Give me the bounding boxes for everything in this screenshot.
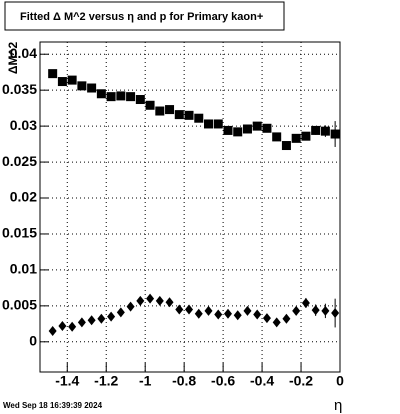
y-tick-label: 0.02	[10, 189, 37, 205]
x-tick-label: -0.4	[250, 373, 274, 389]
marker	[58, 320, 67, 331]
marker	[185, 304, 194, 315]
y-tick-label: 0.04	[10, 45, 37, 61]
marker	[214, 309, 223, 320]
marker	[184, 110, 194, 120]
marker	[262, 123, 272, 133]
marker	[272, 132, 282, 142]
x-tick-label: -0.8	[172, 373, 196, 389]
x-tick-label: -1	[139, 373, 152, 389]
marker	[77, 317, 86, 328]
marker	[97, 313, 106, 324]
marker	[320, 126, 330, 136]
marker	[155, 295, 164, 306]
x-axis-label: η	[334, 397, 342, 414]
y-tick-label: 0.01	[10, 261, 37, 277]
y-tick-label: 0.03	[10, 117, 37, 133]
marker	[57, 77, 67, 87]
marker	[126, 301, 135, 312]
marker	[174, 110, 184, 120]
marker	[48, 69, 58, 79]
marker	[281, 141, 291, 151]
marker	[155, 106, 165, 116]
marker	[77, 81, 87, 91]
marker	[165, 297, 174, 308]
x-tick-label: 0	[336, 373, 344, 389]
marker	[291, 133, 301, 143]
marker	[242, 124, 252, 134]
marker	[107, 311, 116, 322]
y-tick-label: 0.015	[2, 225, 37, 241]
footer: Wed Sep 18 16:39:39 2024	[3, 401, 103, 410]
plot-frame	[39, 41, 341, 373]
marker	[87, 315, 96, 326]
y-axis-label: ΔM^2	[6, 42, 20, 75]
marker	[282, 313, 291, 324]
marker	[96, 89, 106, 99]
marker	[106, 92, 116, 102]
marker	[331, 308, 340, 319]
marker	[146, 293, 155, 304]
marker	[330, 129, 340, 139]
marker	[272, 317, 281, 328]
marker	[262, 313, 271, 324]
marker	[223, 308, 232, 319]
marker	[311, 305, 320, 316]
marker	[48, 326, 57, 337]
marker	[126, 92, 136, 102]
marker	[233, 310, 242, 321]
marker	[67, 75, 77, 85]
x-tick-label: -1.4	[55, 373, 79, 389]
y-tick-label: 0.025	[2, 153, 37, 169]
x-tick-label: -0.6	[211, 373, 235, 389]
marker	[175, 304, 184, 315]
marker	[194, 113, 204, 123]
marker	[233, 127, 243, 137]
marker	[68, 321, 77, 332]
x-tick-label: -0.2	[289, 373, 313, 389]
chart-title: Fitted Δ M^2 versus η and p for Primary …	[20, 11, 263, 23]
title-box	[4, 1, 285, 31]
y-tick-label: 0.035	[2, 81, 37, 97]
marker	[145, 100, 155, 110]
marker	[253, 309, 262, 320]
marker	[135, 95, 145, 105]
marker	[223, 125, 233, 135]
marker	[204, 119, 214, 129]
marker	[321, 305, 330, 316]
y-tick-label: 0	[29, 333, 37, 349]
marker	[165, 105, 175, 115]
marker	[116, 91, 126, 101]
marker	[87, 83, 97, 93]
marker	[301, 131, 311, 141]
marker	[292, 305, 301, 316]
marker	[311, 125, 321, 135]
marker	[301, 297, 310, 308]
marker	[204, 305, 213, 316]
marker	[252, 121, 262, 131]
marker	[116, 307, 125, 318]
marker	[194, 308, 203, 319]
x-tick-label: -1.2	[94, 373, 118, 389]
y-tick-label: 0.005	[2, 297, 37, 313]
marker	[136, 295, 145, 306]
marker	[213, 119, 223, 129]
marker	[243, 305, 252, 316]
